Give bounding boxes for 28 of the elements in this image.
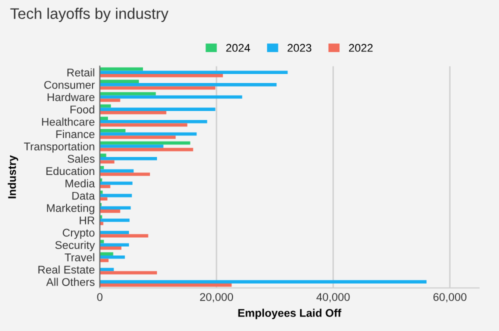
y-tick-label: HR [80, 216, 94, 224]
y-tick-label: Finance [56, 130, 94, 138]
legend-label: 2023 [288, 44, 312, 52]
legend-label: 2022 [349, 44, 373, 52]
legend-label: 2024 [226, 44, 250, 52]
y-tick-label: Hardware [48, 92, 94, 102]
x-axis-title: Employees Laid Off [238, 308, 342, 320]
y-tick-label: Marketing [47, 204, 94, 214]
y-tick-label: Education [46, 166, 94, 176]
chart-title: Tech layoffs by industry [10, 8, 168, 22]
y-tick-label: Healthcare [42, 118, 94, 126]
y-tick-label: Real Estate [38, 265, 94, 274]
y-tick-label: Sales [68, 154, 95, 163]
y-axis-title: Industry [8, 155, 18, 198]
x-tick-label: 60,000 [433, 293, 466, 302]
y-tick-label: Crypto [62, 228, 94, 239]
x-tick-label: 0 [97, 293, 102, 301]
y-tick-label: Travel [64, 253, 94, 262]
y-tick-label: Data [72, 192, 95, 200]
y-tick-label: All Others [46, 278, 95, 286]
x-tick-label: 20,000 [200, 293, 234, 302]
y-tick-label: Transportation [24, 142, 94, 153]
y-tick-label: Security [55, 240, 95, 252]
y-tick-label: Consumer [44, 80, 95, 89]
y-tick-label: Retail [67, 68, 94, 76]
y-tick-label: Media [66, 179, 95, 188]
x-tick-label: 40,000 [316, 293, 350, 302]
y-tick-label: Food [70, 105, 94, 114]
